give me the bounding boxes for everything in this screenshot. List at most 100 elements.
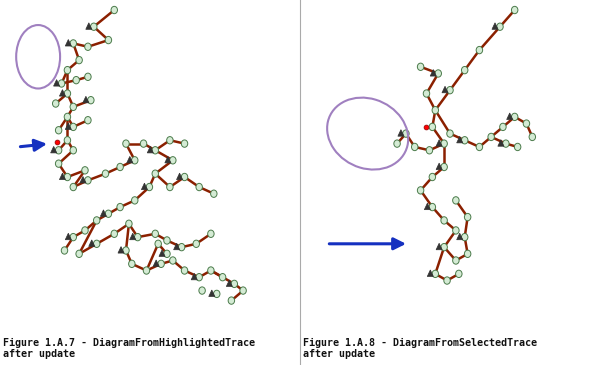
Circle shape [134, 234, 141, 241]
Polygon shape [59, 173, 65, 180]
Circle shape [117, 163, 124, 171]
Circle shape [523, 120, 530, 127]
Circle shape [193, 240, 199, 247]
Circle shape [85, 73, 91, 81]
Circle shape [61, 247, 68, 254]
Polygon shape [50, 146, 57, 153]
Circle shape [167, 183, 173, 191]
Circle shape [85, 177, 91, 184]
Circle shape [76, 250, 82, 257]
Circle shape [208, 230, 214, 238]
Polygon shape [86, 23, 92, 29]
Circle shape [196, 183, 202, 191]
Circle shape [461, 66, 468, 74]
Circle shape [55, 127, 62, 134]
Circle shape [58, 80, 65, 87]
Polygon shape [430, 70, 436, 76]
Polygon shape [147, 146, 154, 153]
Polygon shape [176, 173, 182, 180]
Polygon shape [59, 89, 65, 96]
Polygon shape [65, 233, 71, 240]
Circle shape [70, 40, 76, 47]
Circle shape [123, 247, 129, 254]
Circle shape [500, 123, 506, 131]
Circle shape [105, 36, 112, 44]
Circle shape [64, 113, 71, 120]
Circle shape [64, 90, 71, 97]
Circle shape [70, 103, 76, 111]
Polygon shape [159, 250, 165, 257]
Circle shape [476, 46, 482, 54]
Circle shape [170, 257, 176, 264]
Circle shape [152, 230, 158, 238]
Circle shape [429, 123, 436, 131]
Circle shape [511, 6, 518, 14]
Polygon shape [173, 243, 180, 250]
Circle shape [117, 203, 124, 211]
Circle shape [394, 140, 400, 147]
Circle shape [131, 197, 138, 204]
Circle shape [441, 243, 448, 251]
Circle shape [181, 140, 188, 147]
Polygon shape [457, 233, 463, 240]
Circle shape [464, 250, 471, 257]
Polygon shape [89, 240, 95, 246]
Circle shape [128, 260, 135, 268]
Circle shape [131, 157, 138, 164]
Circle shape [64, 173, 71, 181]
Circle shape [111, 230, 118, 238]
Polygon shape [80, 176, 86, 183]
Polygon shape [153, 260, 159, 266]
Polygon shape [436, 163, 442, 170]
Circle shape [455, 270, 462, 277]
Circle shape [488, 133, 494, 141]
Circle shape [64, 66, 71, 74]
Polygon shape [65, 123, 71, 130]
Circle shape [208, 267, 214, 274]
Circle shape [432, 107, 439, 114]
Polygon shape [424, 203, 430, 210]
Circle shape [447, 87, 453, 94]
Polygon shape [506, 113, 513, 119]
Polygon shape [191, 273, 197, 280]
Circle shape [85, 43, 91, 50]
Circle shape [70, 147, 76, 154]
Circle shape [158, 260, 164, 268]
Circle shape [461, 234, 468, 241]
Polygon shape [209, 290, 215, 296]
Polygon shape [436, 243, 442, 250]
Polygon shape [127, 156, 133, 163]
Polygon shape [53, 80, 59, 86]
Circle shape [220, 273, 226, 281]
Circle shape [435, 70, 442, 77]
Polygon shape [427, 270, 433, 276]
Circle shape [91, 23, 97, 30]
Polygon shape [65, 39, 71, 46]
Circle shape [461, 137, 468, 144]
Circle shape [152, 147, 158, 154]
Circle shape [228, 297, 235, 304]
Circle shape [214, 290, 220, 297]
Polygon shape [130, 233, 136, 240]
Text: Figure 1.A.7 - DiagramFromHighlightedTrace
after update: Figure 1.A.7 - DiagramFromHighlightedTra… [3, 338, 255, 359]
Circle shape [76, 57, 82, 64]
Circle shape [70, 234, 76, 241]
Circle shape [125, 220, 132, 227]
Circle shape [441, 217, 448, 224]
Circle shape [155, 240, 161, 247]
Circle shape [146, 183, 152, 191]
Circle shape [111, 6, 118, 14]
Circle shape [181, 173, 188, 181]
Polygon shape [398, 130, 404, 136]
Circle shape [452, 197, 459, 204]
Circle shape [164, 237, 170, 244]
Circle shape [447, 130, 453, 137]
Circle shape [82, 227, 88, 234]
Circle shape [444, 277, 450, 284]
Circle shape [403, 130, 409, 137]
Circle shape [143, 267, 149, 274]
Circle shape [429, 203, 436, 211]
Circle shape [55, 147, 62, 154]
Circle shape [167, 137, 173, 144]
Circle shape [70, 183, 76, 191]
